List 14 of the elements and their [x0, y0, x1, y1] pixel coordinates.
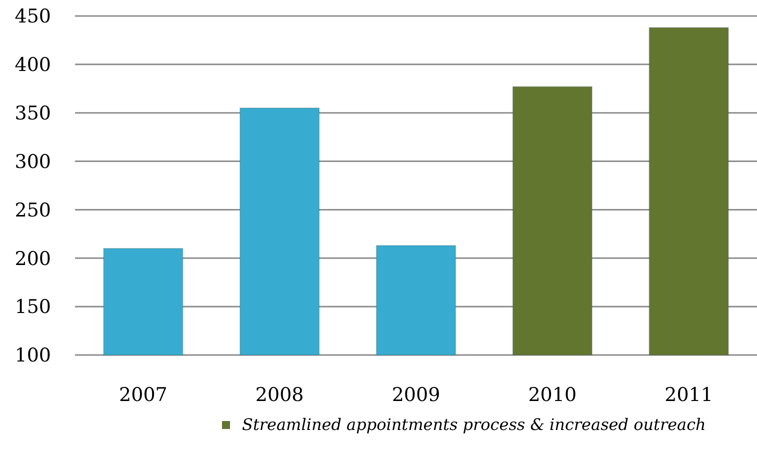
- y-tick-label: 100: [14, 344, 51, 367]
- x-tick-label: 2008: [255, 384, 304, 406]
- y-tick-label: 200: [14, 248, 51, 270]
- x-tick-label: 2007: [119, 384, 168, 406]
- y-tick-label: 300: [14, 150, 51, 173]
- y-tick-label: 250: [14, 199, 51, 222]
- y-tick-label: 150: [14, 296, 51, 318]
- y-tick-label: 350: [14, 102, 51, 125]
- y-tick-label: 450: [14, 6, 51, 28]
- x-tick-label: 2011: [664, 384, 713, 406]
- y-tick-label: 400: [14, 54, 51, 76]
- x-tick-label: 2010: [528, 384, 577, 406]
- legend-label: Streamlined appointments process & increased outreach: [242, 415, 706, 434]
- x-tick-label: 2009: [392, 384, 440, 406]
